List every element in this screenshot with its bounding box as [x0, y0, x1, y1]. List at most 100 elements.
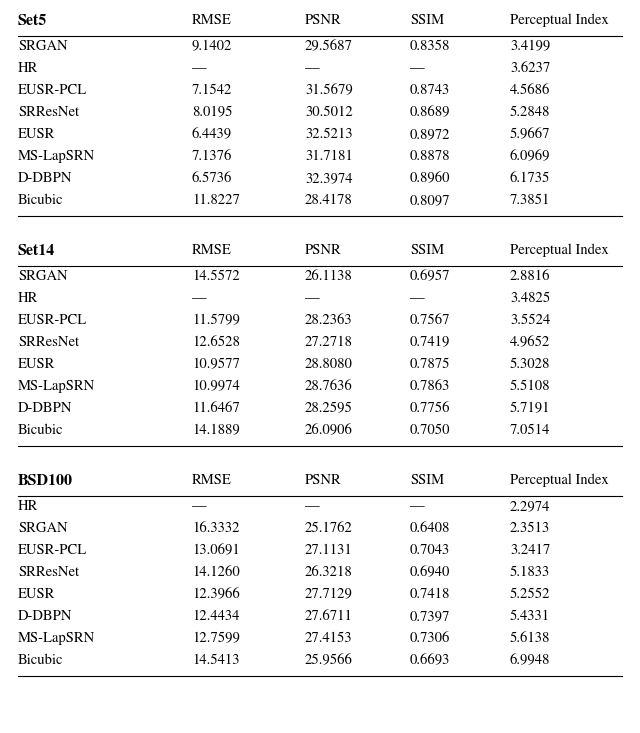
Text: 2.2974: 2.2974 [510, 500, 550, 513]
Text: 6.4439: 6.4439 [192, 128, 232, 141]
Text: D-DBPN: D-DBPN [18, 402, 72, 416]
Text: 0.7050: 0.7050 [410, 424, 451, 438]
Text: 28.8080: 28.8080 [305, 358, 353, 372]
Text: Set14: Set14 [18, 244, 55, 258]
Text: 14.5413: 14.5413 [192, 654, 239, 667]
Text: —: — [305, 62, 319, 75]
Text: 3.5524: 3.5524 [510, 314, 550, 328]
Text: 11.5799: 11.5799 [192, 314, 240, 328]
Text: 0.8878: 0.8878 [410, 150, 451, 163]
Text: 0.7567: 0.7567 [410, 314, 451, 328]
Text: SRGAN: SRGAN [18, 270, 68, 284]
Text: 7.1542: 7.1542 [192, 84, 232, 97]
Text: EUSR: EUSR [18, 358, 56, 372]
Text: 0.6957: 0.6957 [410, 270, 451, 284]
Text: HR: HR [18, 292, 38, 306]
Text: —: — [410, 292, 424, 306]
Text: SRResNet: SRResNet [18, 336, 79, 350]
Text: EUSR-PCL: EUSR-PCL [18, 544, 87, 557]
Text: HR: HR [18, 500, 38, 513]
Text: 25.1762: 25.1762 [305, 522, 353, 535]
Text: SRResNet: SRResNet [18, 566, 79, 579]
Text: 2.8816: 2.8816 [510, 270, 550, 284]
Text: HR: HR [18, 62, 38, 75]
Text: 10.9974: 10.9974 [192, 380, 240, 394]
Text: 6.0969: 6.0969 [510, 150, 550, 163]
Text: 12.6528: 12.6528 [192, 336, 240, 350]
Text: Bicubic: Bicubic [18, 654, 63, 667]
Text: 32.3974: 32.3974 [305, 172, 353, 185]
Text: 27.1131: 27.1131 [305, 544, 353, 557]
Text: 12.3966: 12.3966 [192, 588, 240, 601]
Text: 25.9566: 25.9566 [305, 654, 353, 667]
Text: 0.8743: 0.8743 [410, 84, 451, 97]
Text: 7.0514: 7.0514 [510, 424, 550, 438]
Text: 26.3218: 26.3218 [305, 566, 353, 579]
Text: 28.4178: 28.4178 [305, 194, 353, 207]
Text: 28.2595: 28.2595 [305, 402, 353, 416]
Text: 0.7863: 0.7863 [410, 380, 451, 394]
Text: —: — [410, 62, 424, 75]
Text: 5.6138: 5.6138 [510, 632, 550, 645]
Text: 2.3513: 2.3513 [510, 522, 550, 535]
Text: 5.7191: 5.7191 [510, 402, 550, 416]
Text: 0.7397: 0.7397 [410, 610, 451, 623]
Text: 10.9577: 10.9577 [192, 358, 240, 372]
Text: 0.7043: 0.7043 [410, 544, 451, 557]
Text: —: — [305, 292, 319, 306]
Text: EUSR-PCL: EUSR-PCL [18, 314, 87, 328]
Text: 3.2417: 3.2417 [510, 544, 550, 557]
Text: MS-LapSRN: MS-LapSRN [18, 380, 95, 394]
Text: 13.0691: 13.0691 [192, 544, 240, 557]
Text: D-DBPN: D-DBPN [18, 610, 72, 623]
Text: 3.6237: 3.6237 [510, 62, 550, 75]
Text: 7.1376: 7.1376 [192, 150, 232, 163]
Text: SSIM: SSIM [410, 14, 444, 27]
Text: 11.6467: 11.6467 [192, 402, 240, 416]
Text: Bicubic: Bicubic [18, 194, 63, 207]
Text: SSIM: SSIM [410, 244, 444, 257]
Text: 7.3851: 7.3851 [510, 194, 550, 207]
Text: MS-LapSRN: MS-LapSRN [18, 150, 95, 163]
Text: 4.9652: 4.9652 [510, 336, 550, 350]
Text: 31.5679: 31.5679 [305, 84, 353, 97]
Text: 26.1138: 26.1138 [305, 270, 353, 284]
Text: 6.5736: 6.5736 [192, 172, 232, 185]
Text: 27.2718: 27.2718 [305, 336, 353, 350]
Text: 0.7875: 0.7875 [410, 358, 451, 372]
Text: 6.1735: 6.1735 [510, 172, 550, 185]
Text: 27.4153: 27.4153 [305, 632, 353, 645]
Text: 4.5686: 4.5686 [510, 84, 550, 97]
Text: —: — [410, 500, 424, 513]
Text: 0.7756: 0.7756 [410, 402, 451, 416]
Text: SRGAN: SRGAN [18, 522, 68, 535]
Text: 14.1260: 14.1260 [192, 566, 240, 579]
Text: 9.1402: 9.1402 [192, 40, 232, 54]
Text: EUSR: EUSR [18, 588, 56, 601]
Text: Perceptual Index: Perceptual Index [510, 244, 609, 257]
Text: 11.8227: 11.8227 [192, 194, 240, 207]
Text: 32.5213: 32.5213 [305, 128, 353, 141]
Text: RMSE: RMSE [192, 14, 232, 27]
Text: 14.1889: 14.1889 [192, 424, 240, 438]
Text: Perceptual Index: Perceptual Index [510, 14, 609, 27]
Text: 3.4825: 3.4825 [510, 292, 550, 306]
Text: —: — [192, 500, 207, 513]
Text: 28.7636: 28.7636 [305, 380, 353, 394]
Text: 27.7129: 27.7129 [305, 588, 353, 601]
Text: 30.5012: 30.5012 [305, 106, 353, 119]
Text: 0.6940: 0.6940 [410, 566, 451, 579]
Text: 5.4331: 5.4331 [510, 610, 550, 623]
Text: 28.2363: 28.2363 [305, 314, 353, 328]
Text: 0.7306: 0.7306 [410, 632, 451, 645]
Text: 5.9667: 5.9667 [510, 128, 550, 141]
Text: PSNR: PSNR [305, 14, 342, 27]
Text: 26.0906: 26.0906 [305, 424, 353, 438]
Text: 0.8358: 0.8358 [410, 40, 451, 54]
Text: Perceptual Index: Perceptual Index [510, 474, 609, 487]
Text: 5.5108: 5.5108 [510, 380, 550, 394]
Text: SSIM: SSIM [410, 474, 444, 487]
Text: RMSE: RMSE [192, 244, 232, 257]
Text: 5.3028: 5.3028 [510, 358, 550, 372]
Text: 29.5687: 29.5687 [305, 40, 353, 54]
